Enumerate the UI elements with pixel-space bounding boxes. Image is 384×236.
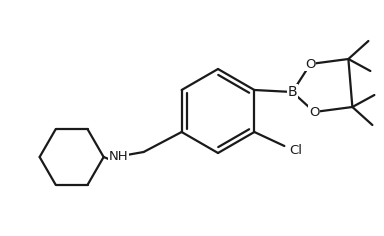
Text: O: O	[305, 58, 316, 71]
Text: Cl: Cl	[290, 144, 302, 157]
Text: O: O	[309, 105, 319, 118]
Text: B: B	[288, 85, 297, 99]
Text: NH: NH	[109, 151, 128, 164]
